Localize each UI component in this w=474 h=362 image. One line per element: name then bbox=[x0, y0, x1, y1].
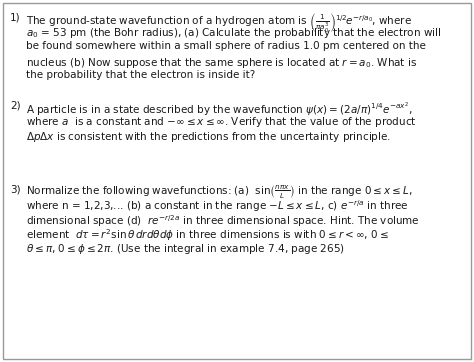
Text: $a_0$ = 53 pm (the Bohr radius), (a) Calculate the probability that the electron: $a_0$ = 53 pm (the Bohr radius), (a) Cal… bbox=[26, 26, 441, 41]
Text: element  $d\tau = r^2 \sin\theta\,drd\theta d\phi$ in three dimensions is with $: element $d\tau = r^2 \sin\theta\,drd\the… bbox=[26, 227, 389, 243]
Text: The ground-state wavefunction of a hydrogen atom is $\left(\frac{1}{\pi a_0^3}\r: The ground-state wavefunction of a hydro… bbox=[26, 12, 412, 35]
Text: $\Delta p\Delta x$ is consistent with the predictions from the uncertainty princ: $\Delta p\Delta x$ is consistent with th… bbox=[26, 130, 391, 143]
Text: A particle is in a state described by the wavefunction $\psi(x) = (2a/\pi)^{1/4}: A particle is in a state described by th… bbox=[26, 101, 413, 118]
Text: the probability that the electron is inside it?: the probability that the electron is ins… bbox=[26, 70, 255, 80]
Text: 3): 3) bbox=[10, 184, 21, 194]
Text: nucleus (b) Now suppose that the same sphere is located at $r = a_0$. What is: nucleus (b) Now suppose that the same sp… bbox=[26, 55, 417, 70]
Text: be found somewhere within a small sphere of radius 1.0 pm centered on the: be found somewhere within a small sphere… bbox=[26, 41, 426, 51]
Text: 2): 2) bbox=[10, 101, 21, 110]
Text: where $a$  is a constant and $-\infty \leq x \leq \infty$. Verify that the value: where $a$ is a constant and $-\infty \le… bbox=[26, 115, 417, 129]
Text: 1): 1) bbox=[10, 12, 21, 22]
Text: Normalize the following wavefunctions: (a)  $\sin\!\left(\frac{n\pi x}{L}\right): Normalize the following wavefunctions: (… bbox=[26, 184, 412, 201]
Text: where n = 1,2,3,... (b) a constant in the range $-L \leq x \leq L$, c) $e^{-r/a}: where n = 1,2,3,... (b) a constant in th… bbox=[26, 198, 409, 214]
Text: dimensional space (d)  $re^{-r/2a}$ in three dimensional space. Hint. The volume: dimensional space (d) $re^{-r/2a}$ in th… bbox=[26, 213, 420, 229]
Text: $\theta \leq \pi$, $0 \leq \phi \leq 2\pi$. (Use the integral in example 7.4, pa: $\theta \leq \pi$, $0 \leq \phi \leq 2\p… bbox=[26, 242, 345, 256]
